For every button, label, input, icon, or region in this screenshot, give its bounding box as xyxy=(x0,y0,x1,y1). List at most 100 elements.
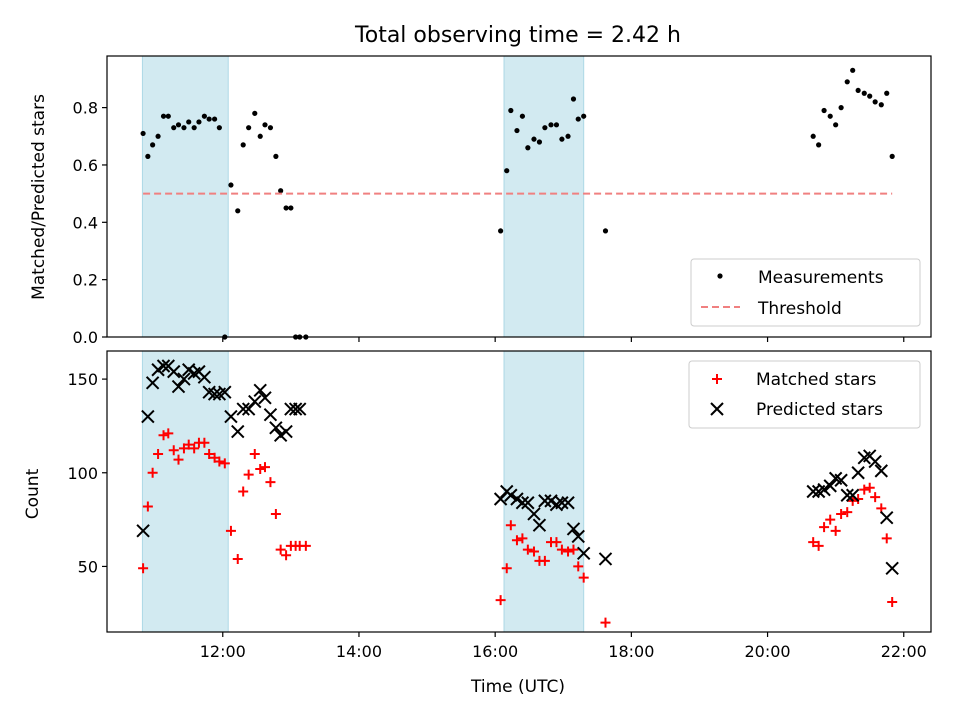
legend-measurements-marker xyxy=(717,273,723,279)
predicted-stars-point xyxy=(293,402,307,416)
y-tick-label: 150 xyxy=(67,370,98,389)
matched-stars-point xyxy=(870,492,881,503)
x-tick-label: 16:00 xyxy=(472,642,518,661)
matched-stars-point xyxy=(214,456,225,467)
y-tick-label: 0.0 xyxy=(73,328,98,347)
y-tick-label: 0.8 xyxy=(73,99,98,118)
predicted-stars-point xyxy=(136,524,150,538)
matched-stars-point xyxy=(522,544,533,555)
legend-predicted-label: Predicted stars xyxy=(756,400,883,420)
matched-stars-point xyxy=(505,520,516,531)
count-axes: 50 100 150 12:00 14:00 16:00 18:00 20:00 22:00 xyxy=(67,370,926,661)
measurements-point xyxy=(171,125,177,131)
matched-stars-point xyxy=(563,546,574,557)
x-tick-label: 14:00 xyxy=(336,642,382,661)
ratio-panel: 0.00.20.40.60.8 Matched/Predicted stars … xyxy=(29,55,932,347)
measurements-point xyxy=(145,153,151,159)
predicted-stars-point xyxy=(806,484,820,499)
y-tick-label: 0.6 xyxy=(73,156,98,175)
measurements-point xyxy=(155,133,161,139)
measurements-point xyxy=(833,122,839,128)
measurements-point xyxy=(559,136,565,142)
measurements-point xyxy=(536,139,543,145)
x-tick-label: 22:00 xyxy=(881,642,927,661)
matched-stars-point xyxy=(853,493,864,504)
matched-stars-point xyxy=(243,469,254,480)
matched-stars-point xyxy=(864,482,875,493)
x-axis-label: Time (UTC) xyxy=(470,677,565,697)
ratio-legend-box xyxy=(690,258,921,327)
predicted-stars-point xyxy=(236,402,250,416)
predicted-stars-point xyxy=(207,387,222,401)
measurements-point xyxy=(196,119,202,125)
measurements-point xyxy=(278,188,284,194)
matched-stars-point xyxy=(300,540,311,551)
matched-stars-point xyxy=(270,508,281,519)
predicted-stars-point xyxy=(258,391,272,405)
measurements-point xyxy=(240,142,246,148)
measurements-point xyxy=(186,119,192,125)
measurements-point xyxy=(508,107,514,114)
measurements-point xyxy=(575,116,581,122)
count-legend-box xyxy=(688,360,921,429)
predicted-stars-point xyxy=(874,464,888,478)
matched-stars-point xyxy=(259,462,270,473)
matched-stars-point xyxy=(842,507,853,518)
matched-stars-point xyxy=(225,525,236,536)
matched-stars-point xyxy=(568,544,579,555)
predicted-stars-point xyxy=(823,479,837,493)
matched-stars-point xyxy=(573,561,584,572)
shaded-intervals xyxy=(141,56,585,337)
matched-stars-point xyxy=(163,428,174,439)
predicted-stars-point xyxy=(885,561,899,576)
measurements-point xyxy=(191,125,197,131)
predicted-stars-point xyxy=(177,372,191,386)
measurements-point xyxy=(565,133,571,139)
predicted-stars-point xyxy=(571,529,585,544)
matched-stars-point xyxy=(232,553,243,564)
count-panel: 50 100 150 12:00 14:00 16:00 18:00 20:00 22:00 C… xyxy=(23,350,932,697)
predicted-stars-point xyxy=(197,370,212,384)
predicted-stars-point xyxy=(504,488,518,502)
predicted-stars-point xyxy=(880,511,894,525)
count-plot-area xyxy=(136,359,899,628)
measurements-point xyxy=(889,153,895,159)
predicted-stars-point xyxy=(145,376,160,390)
matched-stars-point xyxy=(881,533,892,544)
measurements-point xyxy=(838,105,844,111)
measurements-point xyxy=(181,125,187,131)
matched-stars-point xyxy=(147,467,158,478)
measurements-point xyxy=(525,145,531,151)
matched-stars-point xyxy=(830,525,841,536)
legend-threshold-label: Threshold xyxy=(757,299,842,319)
predicted-stars-point xyxy=(253,383,267,398)
measurements-point xyxy=(252,110,258,116)
measurements-point xyxy=(228,182,234,188)
matched-stars-point xyxy=(578,572,589,583)
y-tick-label: 100 xyxy=(67,464,98,483)
count-y-axis-label: Count xyxy=(23,468,43,519)
measurements-point xyxy=(288,205,294,211)
measurements-point xyxy=(872,99,878,105)
predicted-stars-point xyxy=(532,518,547,532)
matched-stars-point xyxy=(887,597,898,608)
predicted-stars-point xyxy=(576,546,591,561)
measurements-point xyxy=(262,122,268,128)
measurements-point xyxy=(519,113,526,119)
measurements-point xyxy=(542,125,548,131)
measurements-point xyxy=(810,133,816,139)
measurements-point xyxy=(531,136,537,142)
measurements-point xyxy=(150,142,156,148)
measurements-point xyxy=(581,113,587,119)
measurements-point xyxy=(816,142,822,148)
matched-stars-point xyxy=(501,563,512,574)
measurements-point xyxy=(844,79,850,85)
predicted-stars-point xyxy=(845,488,860,502)
measurements-point xyxy=(273,153,279,159)
observing-interval-band xyxy=(142,56,229,337)
measurements-point xyxy=(246,125,252,131)
measurements-point xyxy=(602,228,609,234)
measurements-point xyxy=(878,102,884,108)
predicted-stars-point xyxy=(868,454,882,469)
